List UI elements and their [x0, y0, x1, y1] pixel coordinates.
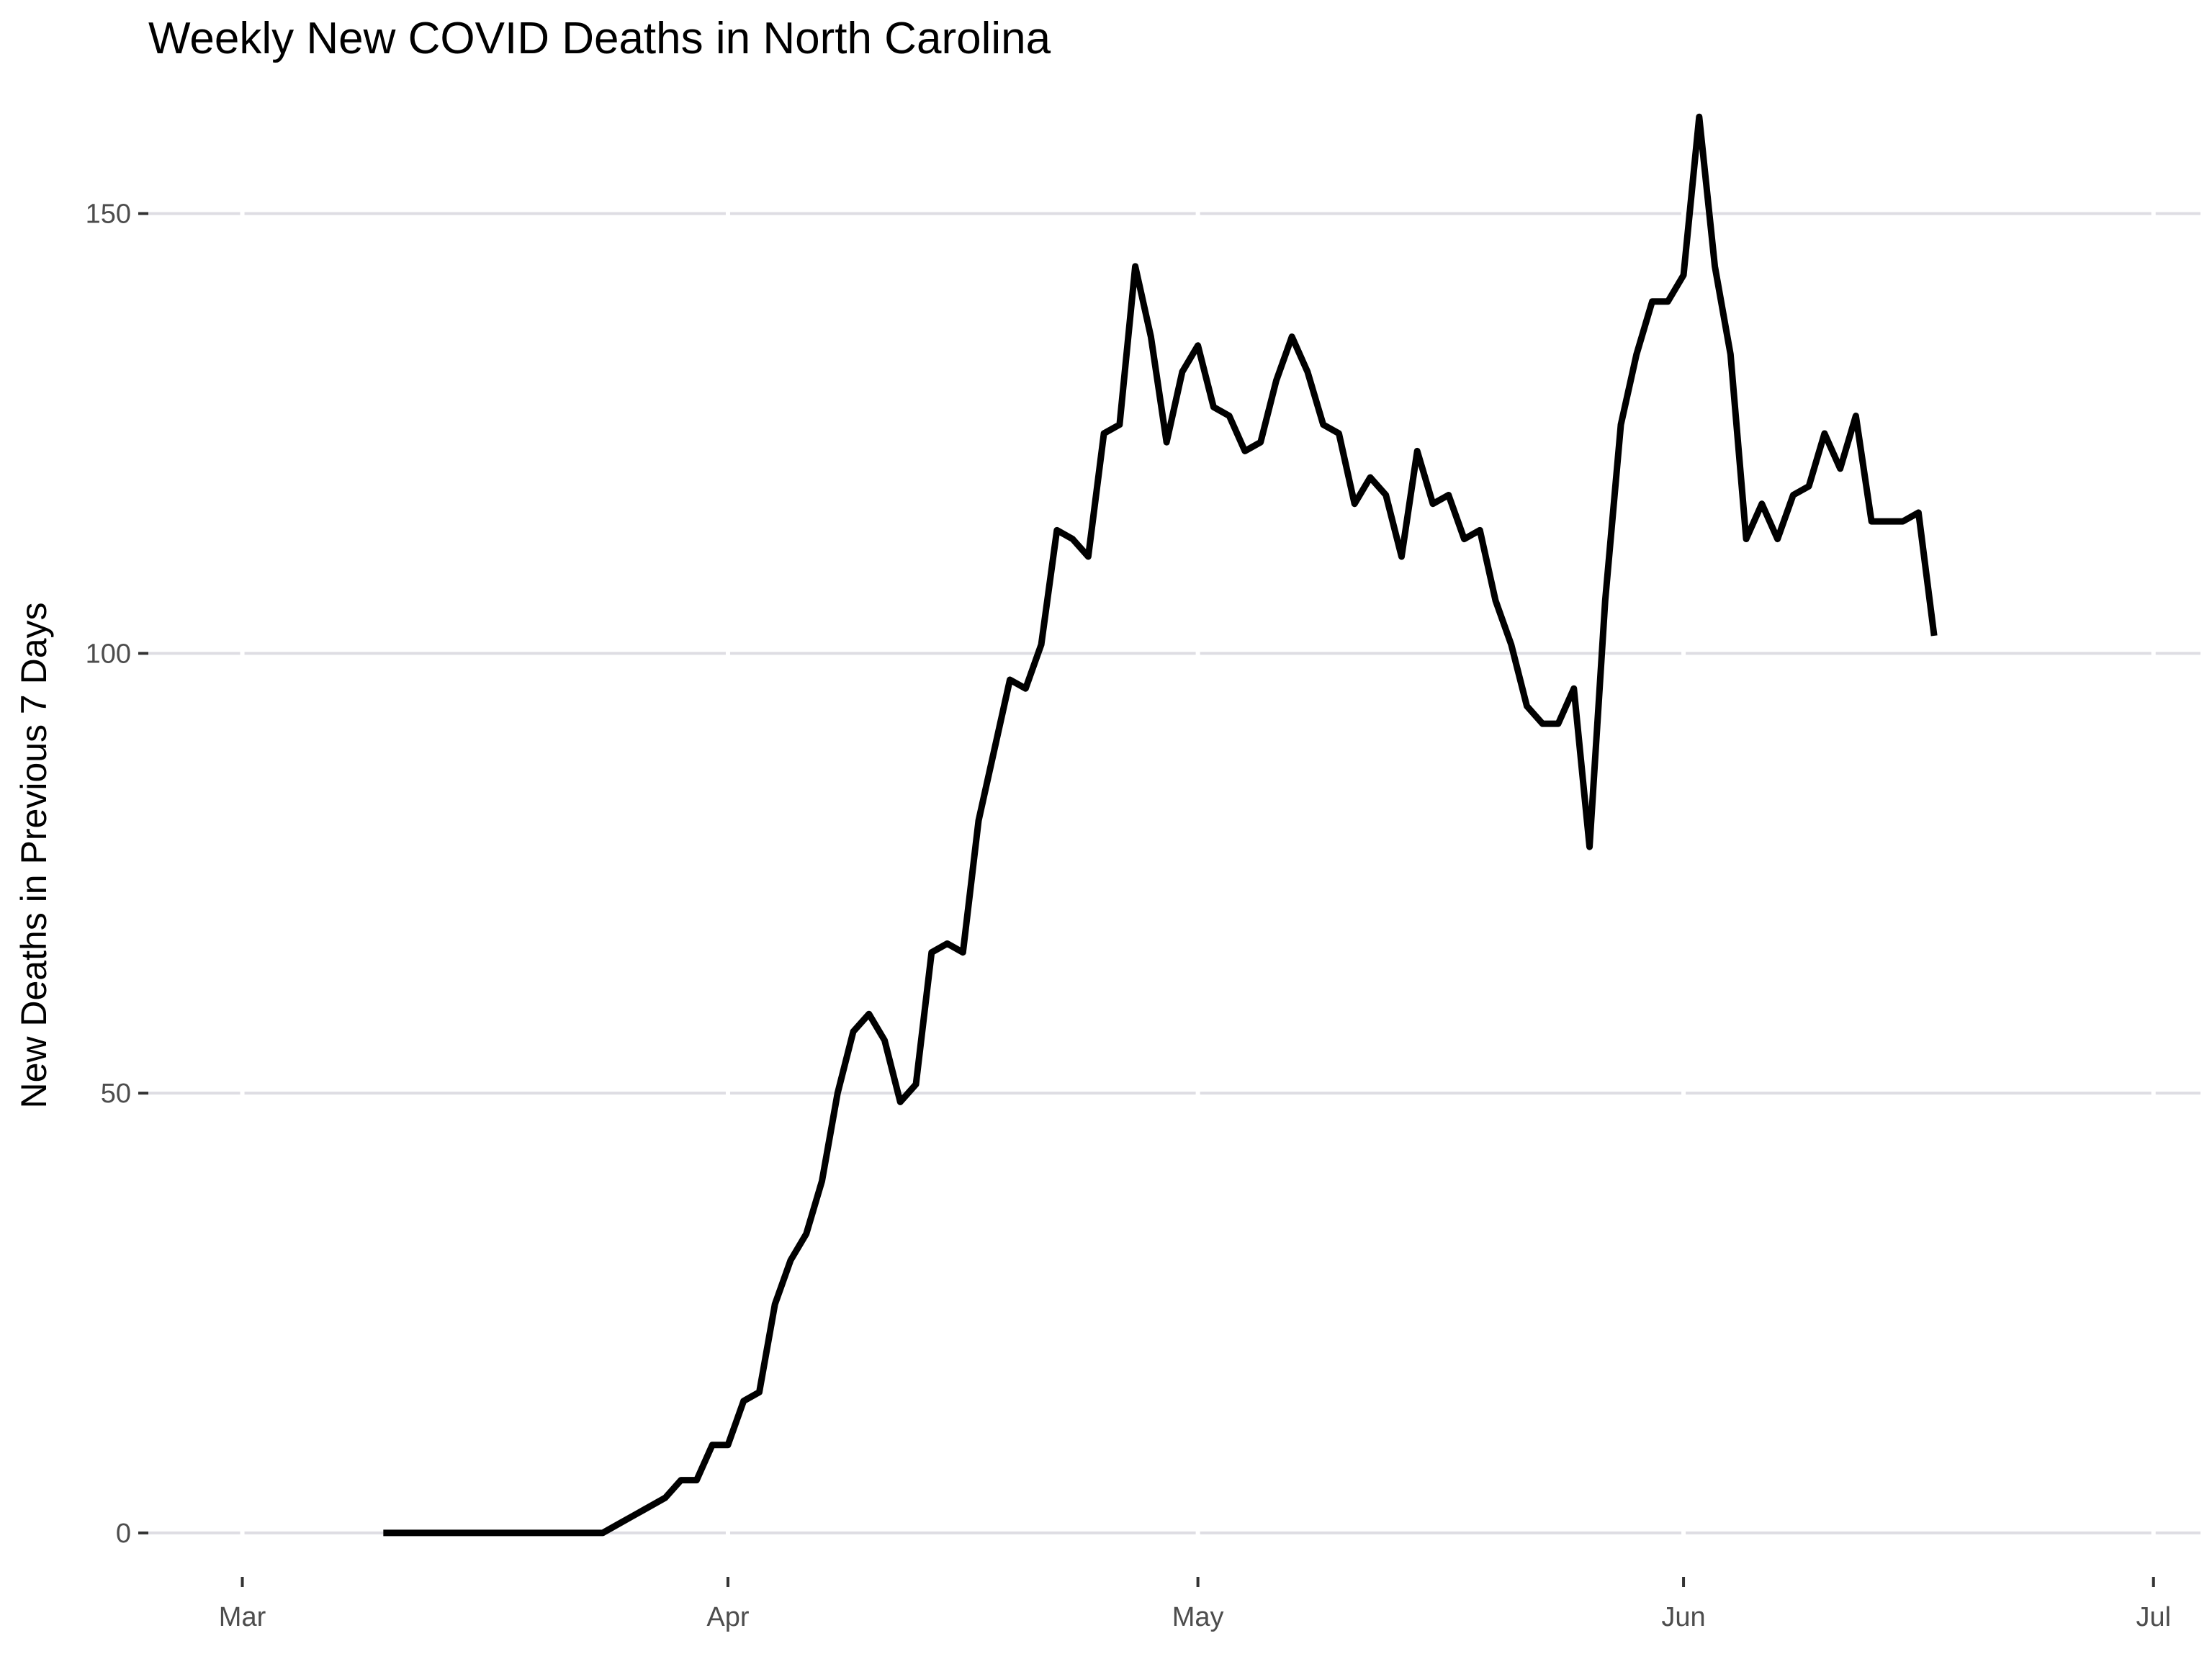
grid-break	[240, 650, 245, 657]
y-tick-label: 150	[86, 199, 131, 230]
x-tick-label: Jun	[1661, 1602, 1705, 1632]
y-tick-label: 100	[86, 639, 131, 669]
grid-break	[725, 650, 730, 657]
y-axis: 0 50 100 150	[86, 199, 148, 1549]
x-tick-label: Mar	[219, 1602, 266, 1632]
grid-break	[725, 210, 730, 217]
y-tick-label: 50	[101, 1079, 131, 1109]
grid-break	[1681, 1090, 1686, 1097]
grid-break	[240, 210, 245, 217]
x-tick-label: Jul	[2136, 1602, 2171, 1632]
series-line	[383, 113, 1938, 1537]
x-axis: Mar Apr May Jun Jul	[219, 1577, 2171, 1632]
chart-title: Weekly New COVID Deaths in North Carolin…	[148, 14, 1051, 63]
x-tick-label: May	[1172, 1602, 1224, 1632]
grid-break	[2151, 210, 2156, 217]
x-tick-label: Apr	[706, 1602, 749, 1632]
grid-break	[1195, 1090, 1200, 1097]
grid-break	[2151, 1090, 2156, 1097]
grid-break	[1195, 1529, 1200, 1536]
grid-break	[1195, 210, 1200, 217]
grid-break	[2151, 1529, 2156, 1536]
y-tick-label: 0	[116, 1519, 131, 1549]
y-axis-label: New Deaths in Previous 7 Days	[14, 602, 54, 1108]
grid-break	[725, 1090, 730, 1097]
grid-break	[1681, 650, 1686, 657]
grid-break	[725, 1529, 730, 1536]
grid-break	[1681, 210, 1686, 217]
grid-break	[1681, 1529, 1686, 1536]
grid-break	[240, 1090, 245, 1097]
grid-break	[2151, 650, 2156, 657]
series-layer	[383, 113, 1938, 1537]
x-major-gridlines	[240, 210, 2156, 1536]
grid-break	[240, 1529, 245, 1536]
grid-break	[1195, 650, 1200, 657]
